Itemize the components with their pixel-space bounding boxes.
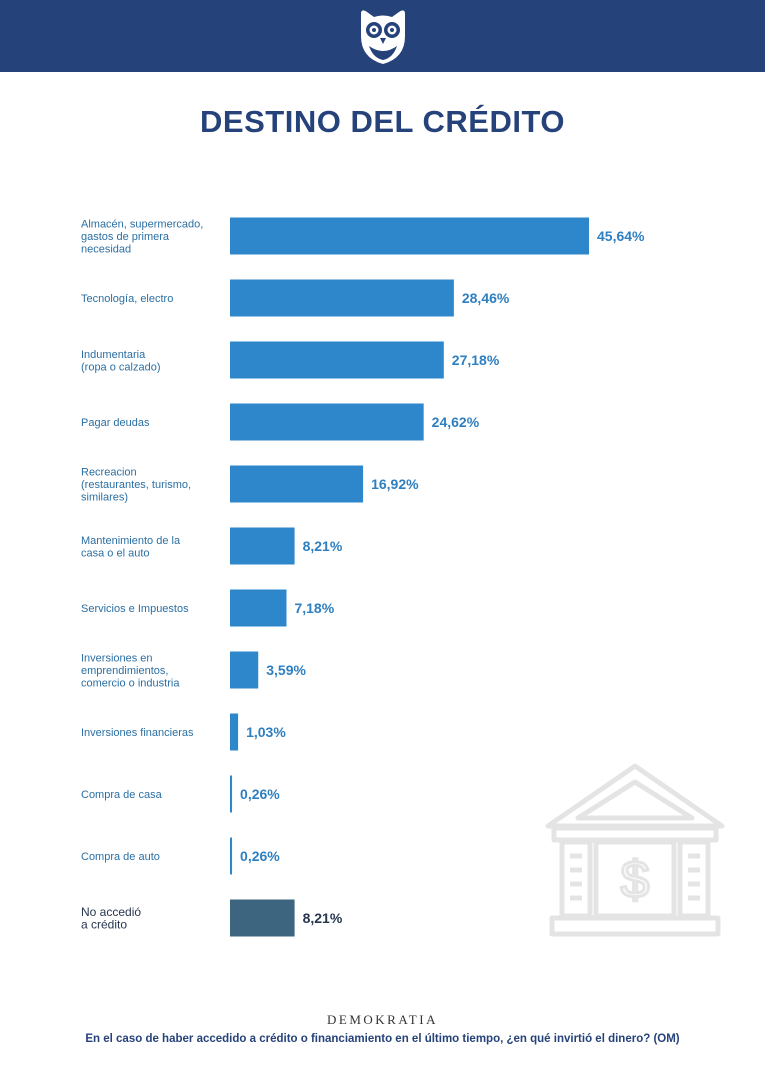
category-label-7: Inversiones en emprendimientos, comercio o… <box>81 653 180 690</box>
bar-5 <box>230 527 295 565</box>
category-label-2: Indumentaria (ropa o calzado) <box>81 349 161 374</box>
bar-11 <box>230 899 295 937</box>
category-label-11: No accedió a crédito <box>81 905 141 932</box>
value-label-7: 3,59% <box>266 662 306 678</box>
category-label-5: Mantenimiento de la casa o el auto <box>81 535 181 560</box>
bar-9 <box>230 775 233 813</box>
bar-2 <box>230 341 444 379</box>
bar-8 <box>230 713 239 751</box>
brand-logo: DEMOKRATIA <box>327 1012 438 1027</box>
category-label-1: Tecnología, electro <box>81 293 173 305</box>
bar-10 <box>230 837 233 875</box>
bar-7 <box>230 651 259 689</box>
value-label-9: 0,26% <box>240 786 280 802</box>
bar-0 <box>230 217 589 255</box>
bar-4 <box>230 465 364 503</box>
value-label-11: 8,21% <box>303 910 343 926</box>
value-label-2: 27,18% <box>452 352 500 368</box>
value-label-8: 1,03% <box>246 724 286 740</box>
bar-1 <box>230 279 454 317</box>
bar-3 <box>230 403 424 441</box>
value-label-3: 24,62% <box>432 414 480 430</box>
bank-building-dollar-icon: $ <box>545 763 725 937</box>
category-label-3: Pagar deudas <box>81 417 150 429</box>
owl-icon <box>361 10 405 64</box>
value-label-5: 8,21% <box>303 538 343 554</box>
category-label-10: Compra de auto <box>81 851 160 863</box>
value-label-6: 7,18% <box>294 600 334 616</box>
category-label-9: Compra de casa <box>81 789 163 801</box>
value-label-1: 28,46% <box>462 290 510 306</box>
value-label-4: 16,92% <box>371 476 419 492</box>
bar-6 <box>230 589 287 627</box>
category-label-0: Almacén, supermercado, gastos de primera n… <box>81 219 203 256</box>
chart-title: DESTINO DEL CRÉDITO <box>200 104 565 139</box>
value-label-0: 45,64% <box>597 228 645 244</box>
survey-question: En el caso de haber accedido a crédito o… <box>85 1033 680 1045</box>
category-label-4: Recreacion (restaurantes, turismo, similar… <box>81 467 191 504</box>
category-label-8: Inversiones financieras <box>81 727 194 739</box>
svg-text:$: $ <box>621 851 650 909</box>
header-bar <box>0 0 765 72</box>
value-label-10: 0,26% <box>240 848 280 864</box>
category-label-6: Servicios e Impuestos <box>81 603 189 615</box>
